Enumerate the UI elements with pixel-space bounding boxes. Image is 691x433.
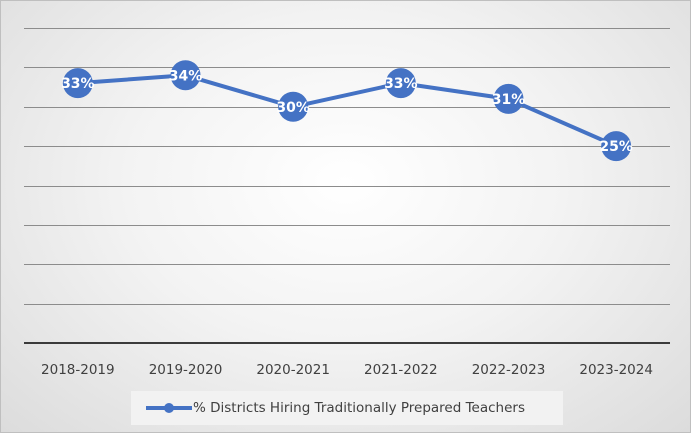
x-tick-label-2023-2024: 2023-2024 [579, 362, 653, 378]
data-label-2021-2022: 33% [384, 76, 418, 92]
legend-line-marker-icon [146, 391, 192, 425]
x-tick-label-2022-2023: 2022-2023 [472, 362, 546, 378]
data-label-2018-2019: 33% [61, 76, 95, 92]
x-tick-label-2020-2021: 2020-2021 [256, 362, 330, 378]
gridlines [24, 28, 670, 344]
legend: % Districts Hiring Traditionally Prepare… [131, 391, 563, 425]
data-label-2023-2024: 25% [599, 139, 633, 155]
series-layer: 33% 34% 30% 33% 31% 25% [61, 60, 633, 162]
data-point-2019-2020 [170, 60, 201, 91]
data-label-2020-2021: 30% [276, 100, 310, 116]
x-tick-label-2019-2020: 2019-2020 [149, 362, 223, 378]
data-point-2021-2022 [385, 68, 416, 99]
x-tick-label-2021-2022: 2021-2022 [364, 362, 438, 378]
data-label-2022-2023: 31% [492, 92, 526, 108]
data-point-2022-2023 [493, 83, 524, 114]
data-label-2019-2020: 34% [169, 68, 203, 84]
x-axis-tick-labels: 2018-2019 2019-2020 2020-2021 2021-2022 2022… [41, 362, 653, 378]
data-point-2018-2019 [62, 68, 93, 99]
x-tick-label-2018-2019: 2018-2019 [41, 362, 115, 378]
data-point-2023-2024 [601, 131, 632, 162]
series-line [75, 73, 619, 149]
data-point-2020-2021 [278, 91, 309, 122]
legend-series-name: % Districts Hiring Traditionally Prepare… [193, 400, 525, 416]
